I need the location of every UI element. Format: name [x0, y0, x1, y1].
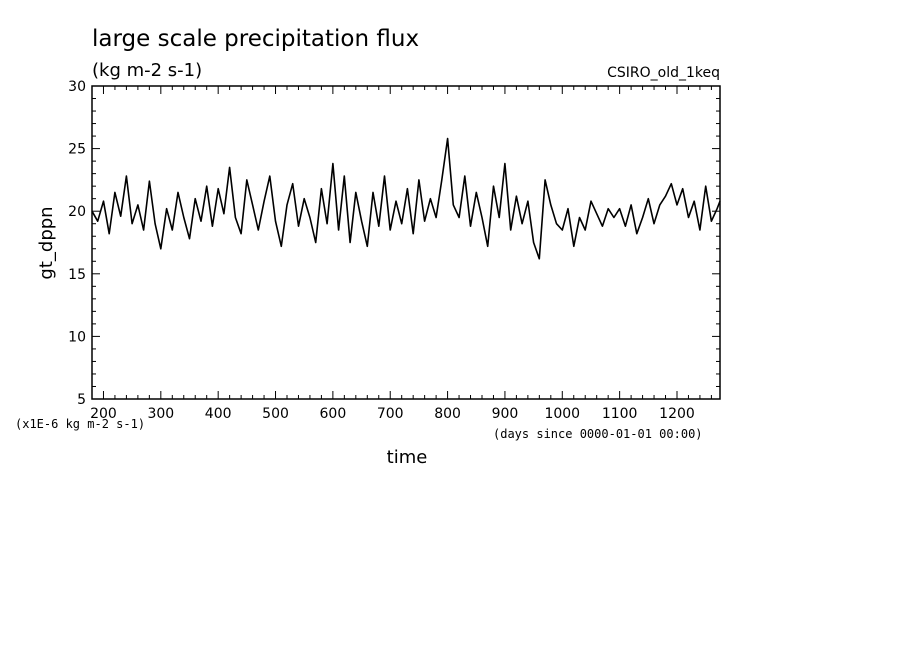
y-axis-label: gt_dppn	[36, 206, 57, 279]
plot-frame	[91, 85, 721, 400]
y-tick-label: 25	[68, 142, 86, 158]
y-tick-label: 20	[68, 204, 86, 220]
x-axis-label: time	[387, 447, 428, 468]
y-scale-note: (x1E-6 kg m-2 s-1)	[15, 417, 145, 431]
x-tick-label: 300	[147, 406, 174, 422]
x-tick-label: 200	[90, 406, 117, 422]
x-unit-note: (days since 0000-01-01 00:00)	[493, 427, 703, 441]
x-axis-ticks	[102, 86, 678, 399]
x-tick-label: 600	[320, 406, 347, 422]
x-tick-label: 900	[492, 406, 519, 422]
x-tick-label: 500	[262, 406, 289, 422]
chart-subtitle: (kg m-2 s-1)	[92, 60, 202, 81]
chart-title: large scale precipitation flux	[92, 26, 419, 52]
y-axis-minor-ticks	[92, 98, 720, 387]
x-tick-label: 800	[434, 406, 461, 422]
y-tick-label: 30	[68, 79, 86, 95]
y-tick-label: 5	[77, 392, 86, 408]
x-axis-tick-labels: 200 300 400 500 600 700 800 900 1000 1100 1200	[90, 406, 695, 422]
x-tick-label: 1100	[602, 406, 638, 422]
y-axis-tick-labels: 5 10 15 20 25 30	[68, 79, 86, 408]
x-axis-minor-ticks	[91, 86, 712, 399]
chart-tag: CSIRO_old_1keq	[607, 65, 720, 81]
x-tick-label: 1000	[544, 406, 580, 422]
y-tick-label: 10	[68, 329, 86, 345]
series-line	[91, 137, 721, 260]
y-tick-label: 15	[68, 267, 86, 283]
y-axis-ticks	[92, 85, 720, 400]
x-tick-label: 400	[205, 406, 232, 422]
x-tick-label: 1200	[659, 406, 695, 422]
x-tick-label: 700	[377, 406, 404, 422]
